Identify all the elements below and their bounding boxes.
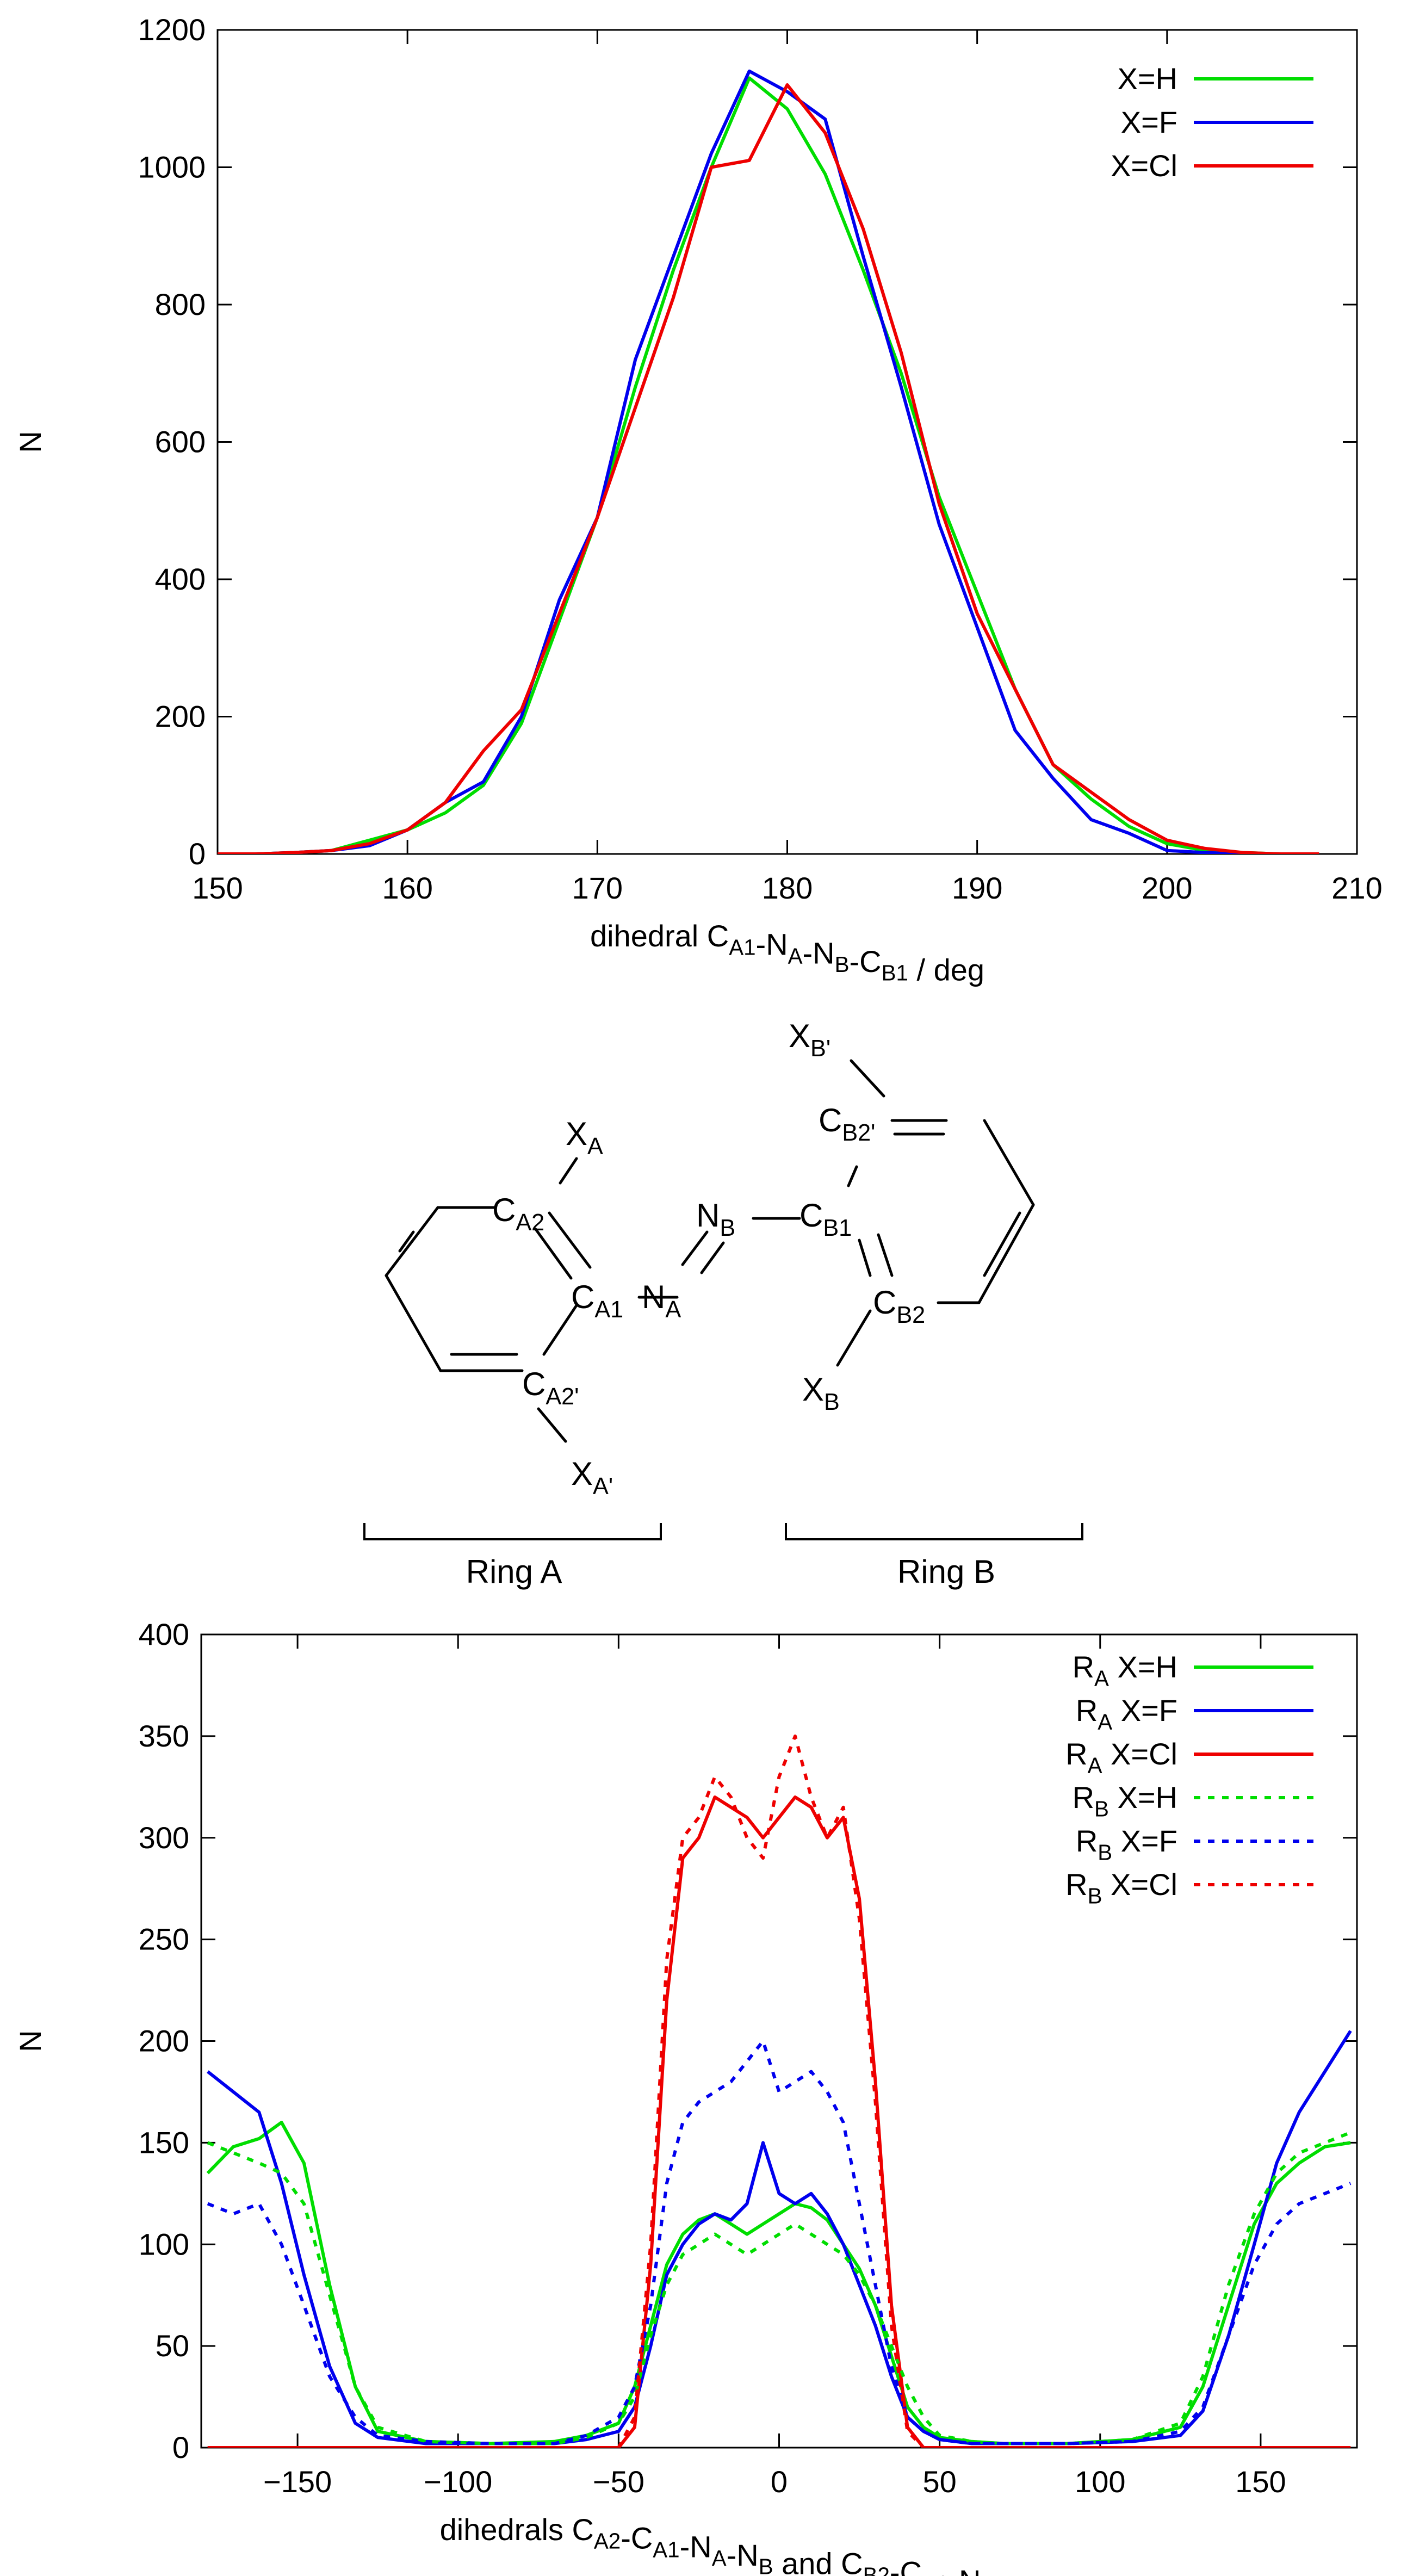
legend-label: RB X=H xyxy=(1073,1780,1177,1822)
x-tick-label: 150 xyxy=(192,871,243,905)
series-line-x-cl xyxy=(218,83,1319,854)
ring-b-x-bond xyxy=(836,1309,872,1367)
atom-label-xbp: XB' xyxy=(789,1018,830,1062)
series-line-r-b-x-h xyxy=(207,2131,1352,2445)
x-tick-label: 180 xyxy=(762,871,813,905)
ring-a-x-bond xyxy=(559,1157,578,1185)
y-tick-label: 350 xyxy=(139,1719,189,1753)
ring-a-bracket xyxy=(363,1523,662,1540)
series-line-r-b-x-f xyxy=(207,2039,1352,2445)
atom-label-cb2p: CB2' xyxy=(819,1102,875,1146)
atom-label-ca2p: CA2' xyxy=(522,1366,579,1410)
y-tick-label: 400 xyxy=(139,1617,189,1651)
azo-double-bond xyxy=(700,1241,725,1274)
x-tick-label: 150 xyxy=(1235,2464,1286,2499)
bottom-chart: 0 50 100 150 200 250 300 350 400 −150 −100 −50 0 50 10… xyxy=(13,1617,1358,2576)
y-tick-label: 150 xyxy=(139,2125,189,2159)
legend-label: RB X=Cl xyxy=(1065,1867,1177,1909)
x-tick-label: 100 xyxy=(1075,2464,1125,2499)
ring-b-bracket xyxy=(785,1523,1083,1540)
y-tick-label: 200 xyxy=(155,699,206,734)
ring-a-bond xyxy=(385,1206,439,1277)
legend-label: X=Cl xyxy=(1111,148,1177,183)
x-tick-label: −50 xyxy=(593,2464,644,2499)
y-tick-label: 250 xyxy=(139,1922,189,1956)
x-tick-label: 210 xyxy=(1331,871,1382,905)
series-line-x-h xyxy=(218,76,1319,854)
ring-a-label: Ring A xyxy=(466,1553,562,1590)
ring-b-bond xyxy=(847,1165,858,1187)
series-line-r-a-x-h xyxy=(206,2121,1351,2445)
y-tick-label: 400 xyxy=(155,562,206,596)
y-axis-label: N xyxy=(13,2030,47,2052)
ring-a-double-bond xyxy=(548,1211,592,1269)
ring-a-double-bond xyxy=(398,1230,415,1253)
y-tick-label: 1000 xyxy=(138,150,206,184)
ring-a-bond xyxy=(385,1274,442,1372)
atom-label-xb: XB xyxy=(802,1371,840,1415)
ring-b-bond xyxy=(977,1203,1035,1304)
legend-label: X=F xyxy=(1121,105,1177,139)
series-line-x-f xyxy=(218,69,1319,854)
ring-b-x-bond xyxy=(850,1059,885,1098)
x-tick-label: 190 xyxy=(952,871,1002,905)
atom-label-nb: NB xyxy=(696,1197,735,1241)
legend-label: X=H xyxy=(1118,61,1178,96)
ring-b-double-bond xyxy=(983,1211,1021,1277)
ring-a-bond xyxy=(534,1228,573,1280)
y-tick-label: 600 xyxy=(155,425,206,459)
x-tick-label: −150 xyxy=(263,2464,332,2499)
y-tick-label: 800 xyxy=(155,287,206,321)
azobenzene-structure-diagram: XA CA2 CA1 NA NB CB1 CB2' XB' CB2 XB CA2' XA' Ring A… xyxy=(363,1018,1083,1590)
ring-b-double-bond xyxy=(877,1233,894,1277)
atom-label-cb2: CB2 xyxy=(873,1284,925,1328)
atom-label-xa: XA xyxy=(566,1116,603,1160)
x-tick-label: 0 xyxy=(771,2464,788,2499)
legend-label: RA X=Cl xyxy=(1065,1737,1177,1778)
x-axis-label: dihedral CA1-NA-NB-CB1 / deg xyxy=(590,919,984,987)
x-tick-label: 50 xyxy=(922,2464,956,2499)
y-tick-label: 0 xyxy=(172,2430,189,2464)
atom-label-ca1: CA1 xyxy=(571,1279,623,1323)
top-chart: 0 200 400 600 800 1000 1200 150 160 170 180 190 200 2… xyxy=(13,13,1383,987)
atom-label-ca2: CA2 xyxy=(492,1192,544,1236)
y-tick-label: 300 xyxy=(139,1820,189,1855)
ring-b-bond xyxy=(858,1239,872,1277)
legend-label: RA X=H xyxy=(1073,1650,1177,1691)
atom-label-xap: XA' xyxy=(571,1456,613,1500)
atom-label-cb1: CB1 xyxy=(799,1197,852,1241)
legend-label: RB X=F xyxy=(1076,1824,1177,1865)
x-tick-label: −100 xyxy=(424,2464,492,2499)
series-line-r-a-x-f xyxy=(206,2030,1352,2445)
series-line-r-a-x-cl xyxy=(207,1795,1351,2448)
ring-a-bond xyxy=(542,1304,578,1356)
plot-frame xyxy=(216,29,1358,855)
x-tick-label: 170 xyxy=(572,871,623,905)
y-tick-label: 50 xyxy=(156,2329,189,2363)
x-axis-label: dihedrals CA2-CA1-NA-NB and CB2-CB1-NB-N… xyxy=(440,2512,1119,2576)
x-tick-label: 200 xyxy=(1142,871,1192,905)
y-tick-label: 100 xyxy=(139,2227,189,2261)
y-axis-label: N xyxy=(13,431,47,453)
atom-label-na: NA xyxy=(642,1279,681,1323)
ring-b-label: Ring B xyxy=(897,1553,995,1590)
azo-double-bond xyxy=(681,1230,709,1266)
series-line-r-b-x-cl xyxy=(207,1734,1351,2448)
ring-a-x-bond xyxy=(537,1407,567,1443)
x-tick-label: 160 xyxy=(382,871,432,905)
y-tick-label: 200 xyxy=(139,2024,189,2058)
y-tick-label: 1200 xyxy=(138,13,206,47)
plot-frame xyxy=(200,1633,1358,2449)
legend-label: RA X=F xyxy=(1076,1693,1177,1735)
ring-b-bond xyxy=(983,1119,1035,1206)
y-tick-label: 0 xyxy=(189,837,206,871)
